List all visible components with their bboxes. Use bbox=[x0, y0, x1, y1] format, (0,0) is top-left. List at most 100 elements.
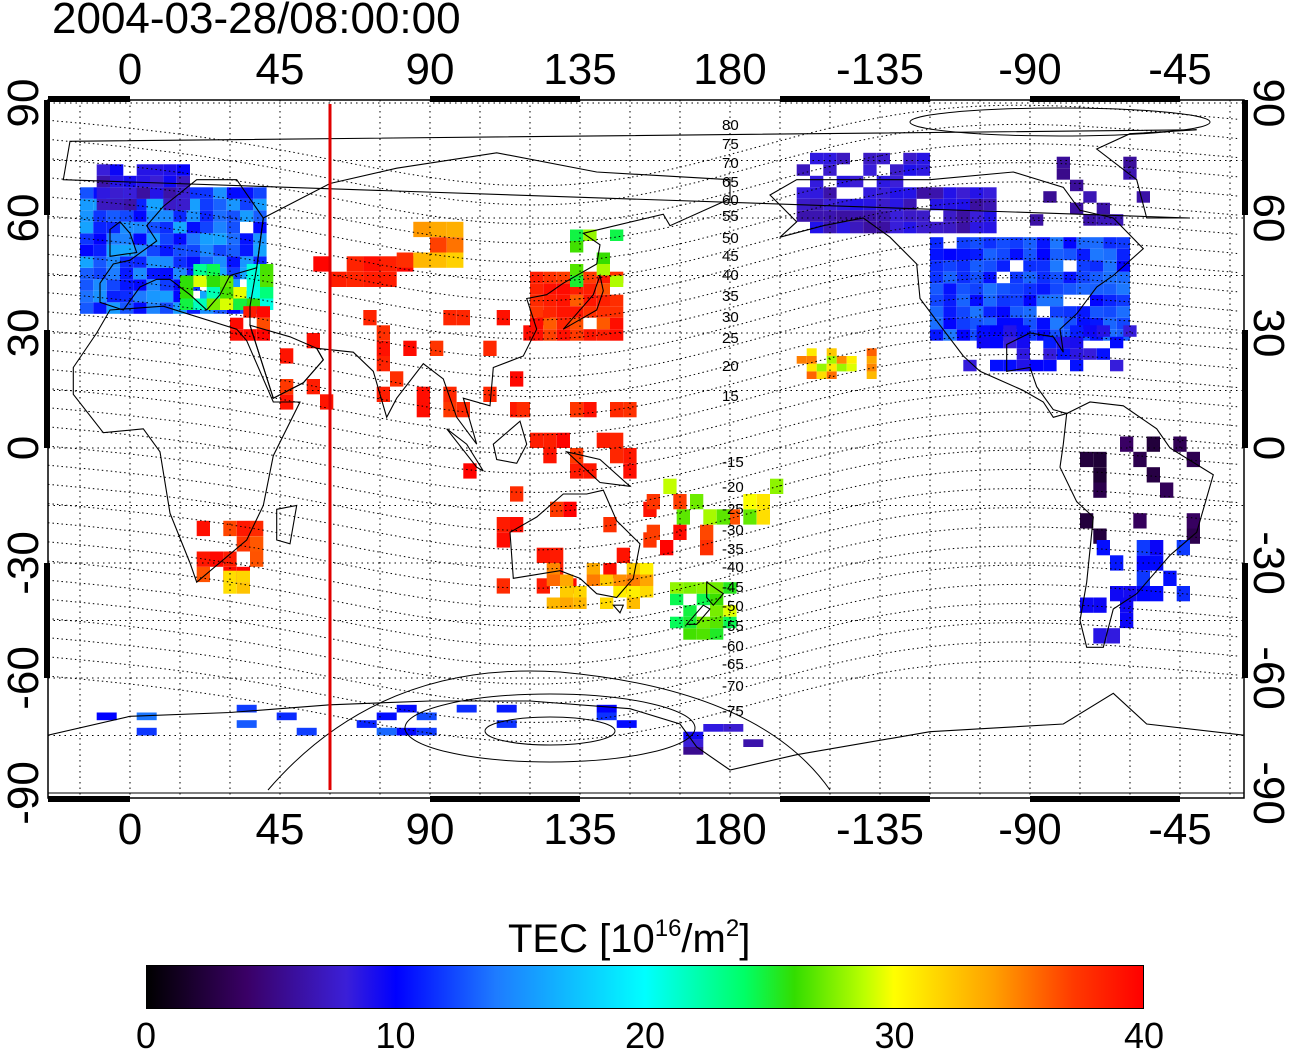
tec-cell bbox=[253, 187, 267, 199]
tec-cell bbox=[1076, 260, 1090, 272]
tec-cell bbox=[596, 306, 610, 318]
tec-cell bbox=[1080, 513, 1094, 529]
tec-cell bbox=[223, 570, 237, 583]
tec-cell bbox=[93, 267, 107, 280]
tec-cell bbox=[956, 329, 970, 341]
south-pole-contour-inner bbox=[484, 716, 616, 746]
tec-cell bbox=[623, 463, 637, 479]
tec-cell bbox=[530, 329, 544, 341]
tec-cell bbox=[296, 727, 317, 736]
tec-cell bbox=[916, 210, 930, 222]
tec-cell bbox=[543, 271, 557, 284]
tec-cell bbox=[683, 747, 704, 755]
tec-cell bbox=[583, 283, 597, 295]
tec-cell bbox=[743, 509, 757, 525]
tec-cell bbox=[670, 616, 684, 629]
contour-label: -40 bbox=[722, 559, 744, 576]
tec-cell bbox=[306, 333, 320, 349]
tec-cell bbox=[80, 210, 94, 222]
tec-cell bbox=[396, 727, 417, 736]
top-lon-tick: -135 bbox=[835, 45, 925, 94]
tec-cell bbox=[456, 402, 470, 418]
mag-lat-contour bbox=[48, 373, 1241, 455]
tec-cell bbox=[1023, 283, 1037, 295]
tec-cell bbox=[1110, 555, 1124, 571]
tec-cell bbox=[200, 187, 214, 199]
tec-cell bbox=[120, 221, 134, 234]
tec-cell bbox=[1173, 436, 1187, 452]
tec-cell bbox=[1116, 271, 1130, 284]
tec-cell bbox=[586, 563, 600, 575]
tec-cell bbox=[416, 402, 430, 418]
tec-cell bbox=[1016, 359, 1030, 372]
bottom-lon-tick: 45 bbox=[255, 805, 305, 854]
tec-cell bbox=[570, 283, 584, 295]
contour-label: -25 bbox=[722, 501, 744, 518]
tec-cell bbox=[80, 290, 94, 303]
tec-cell bbox=[1110, 586, 1124, 602]
tec-cell bbox=[850, 175, 864, 188]
tec-cell bbox=[376, 727, 397, 736]
tec-cell bbox=[186, 198, 200, 211]
tec-cell bbox=[863, 221, 877, 234]
tec-cell bbox=[240, 210, 254, 222]
coastline-southamerica bbox=[1059, 401, 1214, 648]
tec-cell bbox=[530, 271, 544, 284]
tec-cell bbox=[80, 221, 94, 234]
tec-cell bbox=[570, 317, 584, 330]
tec-cell bbox=[146, 302, 160, 314]
tec-cell bbox=[1083, 214, 1097, 226]
right-lat-tick: 30 bbox=[1244, 308, 1292, 358]
tec-cell bbox=[1003, 359, 1017, 372]
tec-cell bbox=[210, 551, 224, 567]
tec-cell bbox=[186, 256, 200, 268]
frame-tick-bottom bbox=[48, 796, 130, 802]
tec-cell bbox=[970, 271, 984, 284]
tec-cell bbox=[200, 244, 214, 257]
tec-cell bbox=[1063, 237, 1077, 249]
tec-cell bbox=[226, 210, 240, 222]
tec-cell bbox=[646, 494, 660, 510]
tec-cell bbox=[106, 244, 120, 257]
tec-cell bbox=[903, 164, 917, 176]
tec-cell bbox=[396, 252, 414, 268]
tec-cell bbox=[120, 244, 134, 257]
contour-label: 30 bbox=[722, 309, 739, 326]
tec-cell bbox=[1103, 237, 1117, 249]
tec-cell bbox=[496, 517, 510, 533]
tec-cell bbox=[280, 379, 294, 395]
tec-cell bbox=[990, 325, 1004, 337]
tec-cell bbox=[146, 290, 160, 303]
tec-cell bbox=[1070, 336, 1084, 349]
tec-cell bbox=[976, 325, 990, 337]
tec-cell bbox=[446, 221, 464, 238]
tec-cell bbox=[1076, 248, 1090, 261]
tec-cell bbox=[136, 712, 157, 721]
tec-cell bbox=[1133, 513, 1147, 529]
tec-cell bbox=[996, 248, 1010, 261]
frame-tick-left bbox=[44, 330, 50, 448]
coastline-nz_n bbox=[706, 581, 725, 607]
tec-cell bbox=[253, 221, 267, 234]
tec-cell bbox=[1120, 436, 1134, 452]
tec-cell bbox=[223, 582, 237, 594]
tec-cell bbox=[863, 164, 877, 176]
tec-cell bbox=[253, 233, 267, 245]
tec-cell bbox=[543, 432, 557, 448]
tec-cell bbox=[456, 704, 477, 713]
tec-cell bbox=[1076, 283, 1090, 295]
tec-cell bbox=[186, 233, 200, 245]
right-lat-tick: -90 bbox=[1244, 761, 1292, 825]
tec-cell bbox=[133, 256, 147, 268]
tec-cell bbox=[1146, 467, 1160, 483]
tec-cell bbox=[196, 551, 210, 567]
tec-cell bbox=[863, 198, 877, 211]
tec-cell bbox=[996, 306, 1010, 318]
tec-cell bbox=[943, 294, 957, 307]
tec-cell bbox=[1050, 283, 1064, 295]
tec-cell bbox=[866, 348, 877, 356]
tec-cell bbox=[133, 290, 147, 303]
tec-cell bbox=[443, 310, 457, 326]
tec-cell bbox=[380, 256, 397, 272]
tec-cell bbox=[356, 720, 377, 728]
